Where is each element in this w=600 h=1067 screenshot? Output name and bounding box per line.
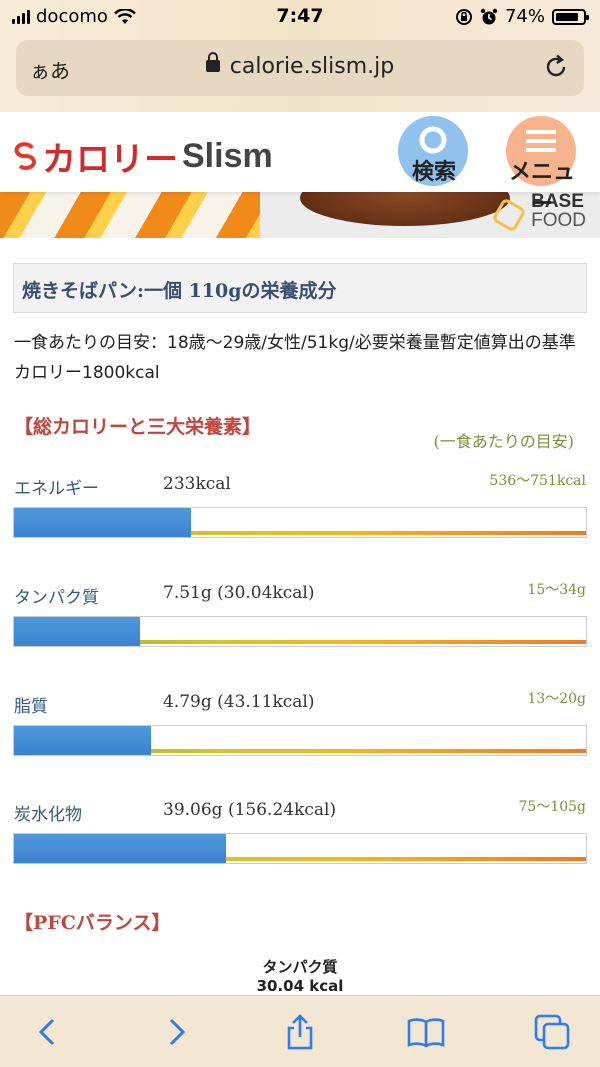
nutrient-value: 7.51g (30.04kcal) (163, 583, 315, 603)
nutrient-bar (13, 725, 587, 756)
nutrient-name: エネルギー (14, 479, 99, 499)
status-bar: docomo 7:47 74% (0, 0, 600, 34)
pfc-chart-label: タンパク質 30.04 kcal (0, 958, 600, 996)
logo-kana: カロリー (42, 140, 178, 180)
bookmarks-icon (407, 1018, 445, 1048)
ad-banner[interactable]: BASE FOOD (0, 192, 600, 238)
nutrient-name: 脂質 (14, 697, 48, 717)
address-bar[interactable]: ぁあ calorie.slism.jp (16, 40, 584, 96)
nutrient-bar (13, 616, 587, 647)
menu-button[interactable]: メニュー (500, 116, 584, 217)
nutrient-bar-track (14, 749, 586, 753)
tabs-button[interactable] (532, 1012, 572, 1052)
battery-icon (552, 8, 589, 25)
search-label: 検索 (411, 160, 456, 185)
nutrient-bar-track (14, 857, 586, 861)
banner-stripes (0, 192, 260, 238)
banner-brand-line1: BASE (531, 192, 584, 212)
signal-icon (12, 9, 30, 24)
search-button[interactable]: 検索 (392, 116, 476, 190)
alarm-icon (480, 8, 498, 24)
status-time: 7:47 (276, 5, 324, 27)
nutrient-bar (13, 507, 587, 538)
section-heading: 【総カロリーと三大栄養素】 (14, 416, 262, 438)
menu-icon (506, 116, 576, 186)
forward-button[interactable] (156, 1012, 196, 1052)
nutrient-range: 75～105g (518, 799, 587, 815)
nutrient-name: タンパク質 (14, 588, 99, 608)
wifi-icon (114, 8, 136, 24)
nutrient-row-energy: エネルギー 233kcal 536～751kcal (0, 473, 600, 574)
forward-icon (169, 1018, 186, 1046)
bookmarks-button[interactable] (406, 1012, 446, 1052)
banner-brand-line2: FOOD (531, 210, 586, 231)
pfc-label-value: 30.04 kcal (256, 977, 344, 995)
logo-latin: Slism (182, 137, 273, 175)
nutrient-value: 4.79g (43.11kcal) (163, 692, 315, 712)
share-icon (287, 1014, 313, 1050)
battery-percent: 74% (504, 6, 545, 27)
guide-note: (一食あたりの目安) (433, 432, 575, 451)
banner-food-image (300, 192, 510, 226)
nutrient-bar-fill (14, 508, 192, 537)
logo-mark-icon (14, 141, 36, 170)
browser-chrome: docomo 7:47 74% ぁあ calo (0, 0, 600, 112)
nutrient-name: 炭水化物 (14, 805, 82, 825)
carrier-name: docomo (36, 6, 108, 27)
reload-icon[interactable] (542, 53, 570, 81)
search-icon (398, 116, 468, 186)
banner-brand: BASE FOOD (531, 192, 586, 230)
nutrient-bar-fill (14, 617, 140, 646)
nutrient-bar-fill (14, 726, 152, 755)
nutrient-row-fat: 脂質 4.79g (43.11kcal) 13～20g (0, 691, 600, 792)
nutrient-bar-fill (14, 834, 226, 863)
nutrient-value: 233kcal (163, 474, 231, 494)
nutrient-bar-track (14, 640, 586, 644)
rotation-lock-icon (455, 8, 472, 25)
url-field[interactable]: calorie.slism.jp (16, 52, 584, 79)
nutrient-row-protein: タンパク質 7.51g (30.04kcal) 15～34g (0, 582, 600, 683)
nutrient-row-carbohydrate: 炭水化物 39.06g (156.24kcal) 75～105g (0, 799, 600, 900)
nutrient-bar-track (14, 531, 586, 535)
carrier-info: docomo (12, 6, 136, 27)
serving-description: 一食あたりの目安：18歳～29歳/女性/51kg/必要栄養量暫定値算出の基準カロ… (14, 333, 576, 383)
site-logo[interactable]: カロリー Slism (14, 132, 273, 181)
site-header: カロリー Slism 検索 メニュー (0, 112, 600, 217)
nutrient-range: 13～20g (527, 691, 586, 707)
nutrient-range: 15～34g (527, 582, 586, 598)
pfc-label-name: タンパク質 (262, 958, 338, 976)
menu-label: メニュー (508, 160, 575, 217)
nutrient-range: 536～751kcal (489, 473, 586, 489)
reader-options-button[interactable]: ぁあ (30, 59, 70, 83)
tabs-icon (534, 1014, 570, 1050)
url-text: calorie.slism.jp (229, 54, 395, 79)
nutrient-value: 39.06g (156.24kcal) (163, 800, 337, 820)
status-right: 74% (455, 6, 589, 27)
browser-toolbar (0, 995, 600, 1067)
back-button[interactable] (28, 1012, 68, 1052)
pfc-heading: 【PFCバランス】 (14, 912, 171, 934)
back-icon (38, 1018, 55, 1046)
page-title: 焼きそばパン:一個 110gの栄養成分 (13, 263, 587, 313)
lock-icon (205, 52, 220, 72)
nutrient-bar (13, 833, 587, 864)
share-button[interactable] (280, 1012, 320, 1052)
